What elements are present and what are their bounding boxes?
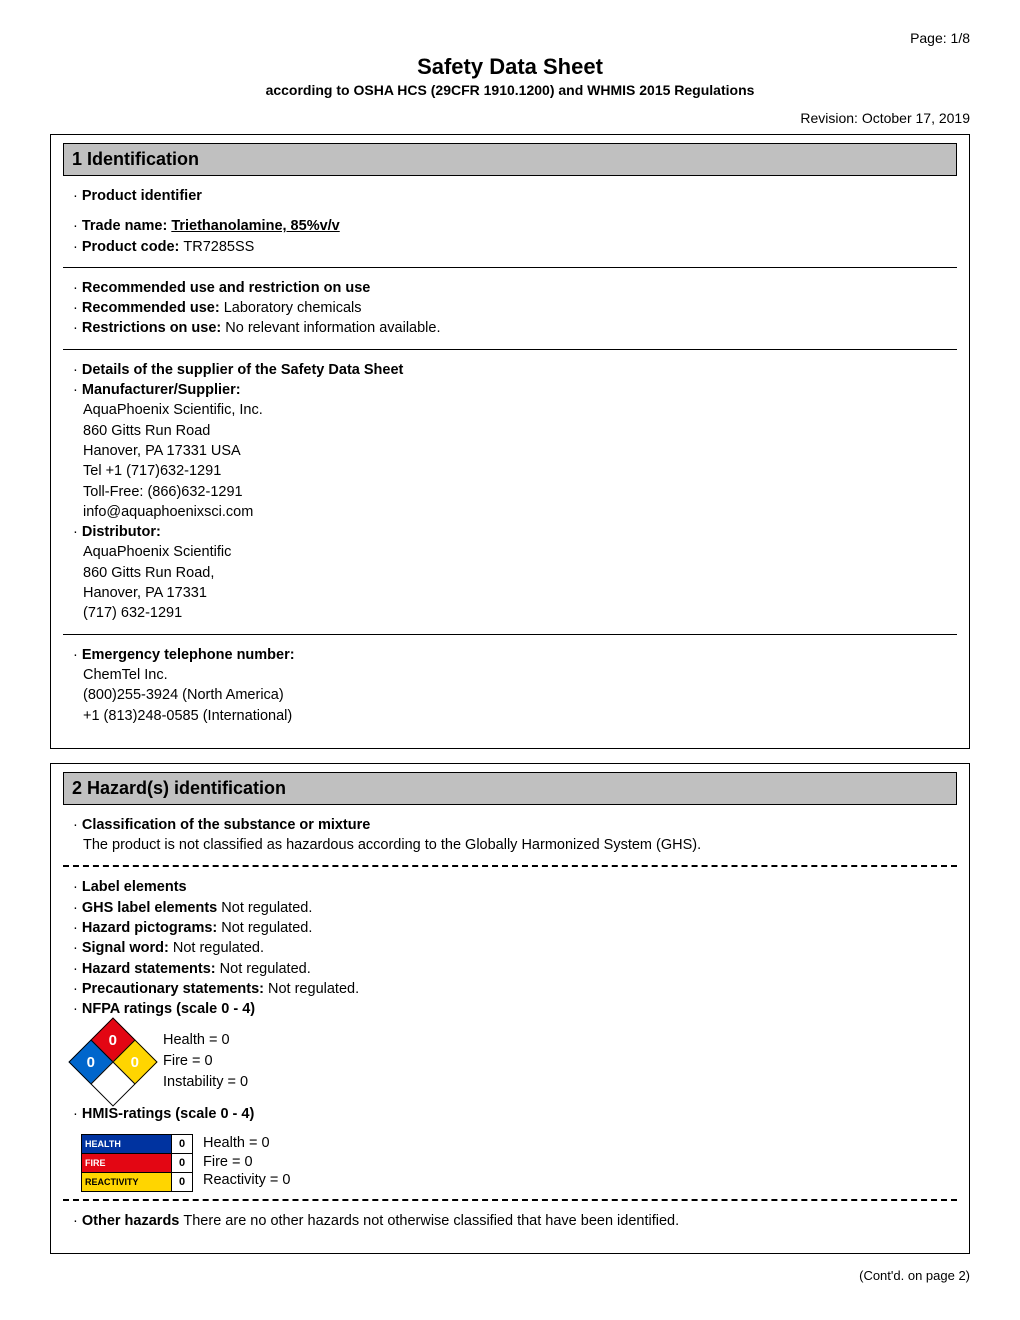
nfpa-instability-text: Instability = 0 [163, 1074, 248, 1090]
hmis-label-block: · HMIS-ratings (scale 0 - 4) [73, 1104, 957, 1124]
restrictions-label: Restrictions on use: [82, 320, 225, 336]
hmis-bars-icon: HEALTH 0 FIRE 0 REACTIVITY 0 [81, 1134, 193, 1191]
label-elements-label: Label elements [82, 879, 187, 895]
manufacturer-label: Manufacturer/Supplier: [82, 382, 241, 398]
section-2-box: 2 Hazard(s) identification · Classificat… [50, 763, 970, 1254]
manufacturer-line-2: Hanover, PA 17331 USA [83, 443, 241, 459]
other-hazards-block: · Other hazards There are no other hazar… [73, 1211, 957, 1231]
hmis-text-block: Health = 0 Fire = 0 Reactivity = 0 [203, 1134, 290, 1191]
distributor-line-3: (717) 632-1291 [83, 605, 182, 621]
manufacturer-line-3: Tel +1 (717)632-1291 [83, 463, 221, 479]
nfpa-diamond-icon: 0 0 0 [81, 1030, 145, 1094]
emergency-label: Emergency telephone number: [82, 647, 295, 663]
other-hazards-value: There are no other hazards not otherwise… [183, 1213, 679, 1229]
rec-use-value: Laboratory chemicals [224, 300, 362, 316]
divider [63, 349, 957, 350]
ghs-label: GHS label elements [82, 900, 221, 916]
manufacturer-line-4: Toll-Free: (866)632-1291 [83, 484, 243, 500]
hmis-container: HEALTH 0 FIRE 0 REACTIVITY 0 Health = 0 … [81, 1134, 957, 1191]
revision-date: Revision: October 17, 2019 [50, 110, 970, 126]
label-elements-block: · Label elements · GHS label elements No… [73, 877, 957, 1019]
dashed-divider [63, 865, 957, 867]
emergency-block: · Emergency telephone number: ChemTel In… [73, 645, 957, 726]
product-code-value: TR7285SS [183, 239, 254, 255]
divider [63, 267, 957, 268]
dashed-divider [63, 1199, 957, 1201]
trade-name-block: · Trade name: Triethanolamine, 85%v/v · … [73, 216, 957, 257]
hazard-stmt-value: Not regulated. [220, 961, 311, 977]
hmis-fire-row: FIRE 0 [81, 1153, 193, 1173]
pictograms-label: Hazard pictograms: [82, 920, 221, 936]
nfpa-react-value: 0 [131, 1053, 139, 1070]
document-title: Safety Data Sheet [50, 54, 970, 80]
nfpa-health-value: 0 [87, 1053, 95, 1070]
classification-block: · Classification of the substance or mix… [73, 815, 957, 856]
emergency-line-0: ChemTel Inc. [83, 667, 168, 683]
supplier-header: Details of the supplier of the Safety Da… [82, 362, 404, 378]
hazard-stmt-label: Hazard statements: [82, 961, 220, 977]
ghs-value: Not regulated. [221, 900, 312, 916]
nfpa-fire-text: Fire = 0 [163, 1053, 213, 1069]
nfpa-label: NFPA ratings (scale 0 - 4) [82, 1001, 255, 1017]
page-number: Page: 1/8 [50, 30, 970, 46]
continued-footer: (Cont'd. on page 2) [50, 1268, 970, 1283]
distributor-label: Distributor: [82, 524, 161, 540]
other-hazards-label: Other hazards [82, 1213, 184, 1229]
signal-value: Not regulated. [173, 940, 264, 956]
hmis-fire-num: 0 [171, 1154, 192, 1172]
signal-label: Signal word: [82, 940, 173, 956]
distributor-line-1: 860 Gitts Run Road, [83, 565, 214, 581]
hmis-react-text: Reactivity = 0 [203, 1172, 290, 1188]
pictograms-value: Not regulated. [221, 920, 312, 936]
hmis-react-row: REACTIVITY 0 [81, 1172, 193, 1192]
classification-label: Classification of the substance or mixtu… [82, 817, 370, 833]
trade-name-label: Trade name: [82, 218, 171, 234]
product-identifier-block: · Product identifier [73, 186, 957, 206]
hmis-health-num: 0 [171, 1135, 192, 1153]
hmis-fire-text: Fire = 0 [203, 1154, 253, 1170]
section-1-box: 1 Identification · Product identifier · … [50, 134, 970, 749]
hmis-health-row: HEALTH 0 [81, 1134, 193, 1154]
recommended-use-block: · Recommended use and restriction on use… [73, 278, 957, 339]
product-identifier-label: Product identifier [82, 188, 202, 204]
precaution-label: Precautionary statements: [82, 981, 268, 997]
emergency-line-1: (800)255-3924 (North America) [83, 687, 284, 703]
hmis-label: HMIS-ratings (scale 0 - 4) [82, 1106, 254, 1122]
hmis-health-text: Health = 0 [203, 1135, 270, 1151]
nfpa-text-block: Health = 0 Fire = 0 Instability = 0 [163, 1030, 248, 1093]
nfpa-container: 0 0 0 Health = 0 Fire = 0 Instability = … [81, 1030, 957, 1094]
classification-text: The product is not classified as hazardo… [83, 837, 701, 853]
nfpa-fire-value: 0 [109, 1031, 117, 1048]
document-subtitle: according to OSHA HCS (29CFR 1910.1200) … [50, 82, 970, 98]
trade-name-value: Triethanolamine, 85%v/v [171, 218, 339, 234]
precaution-value: Not regulated. [268, 981, 359, 997]
section-1-header: 1 Identification [63, 143, 957, 176]
hmis-health-bar-label: HEALTH [82, 1135, 171, 1153]
hmis-react-num: 0 [171, 1173, 192, 1191]
page-container: Page: 1/8 Safety Data Sheet according to… [0, 0, 1020, 1320]
manufacturer-line-0: AquaPhoenix Scientific, Inc. [83, 402, 263, 418]
hmis-react-bar-label: REACTIVITY [82, 1173, 171, 1191]
section-2-header: 2 Hazard(s) identification [63, 772, 957, 805]
hmis-fire-bar-label: FIRE [82, 1154, 171, 1172]
supplier-block: · Details of the supplier of the Safety … [73, 360, 957, 624]
product-code-label: Product code: [82, 239, 184, 255]
manufacturer-line-5: info@aquaphoenixsci.com [83, 504, 253, 520]
distributor-line-2: Hanover, PA 17331 [83, 585, 207, 601]
rec-use-header: Recommended use and restriction on use [82, 280, 370, 296]
manufacturer-line-1: 860 Gitts Run Road [83, 423, 210, 439]
divider [63, 634, 957, 635]
restrictions-value: No relevant information available. [225, 320, 440, 336]
nfpa-health-text: Health = 0 [163, 1032, 230, 1048]
distributor-line-0: AquaPhoenix Scientific [83, 544, 231, 560]
rec-use-label: Recommended use: [82, 300, 224, 316]
emergency-line-2: +1 (813)248-0585 (International) [83, 708, 292, 724]
